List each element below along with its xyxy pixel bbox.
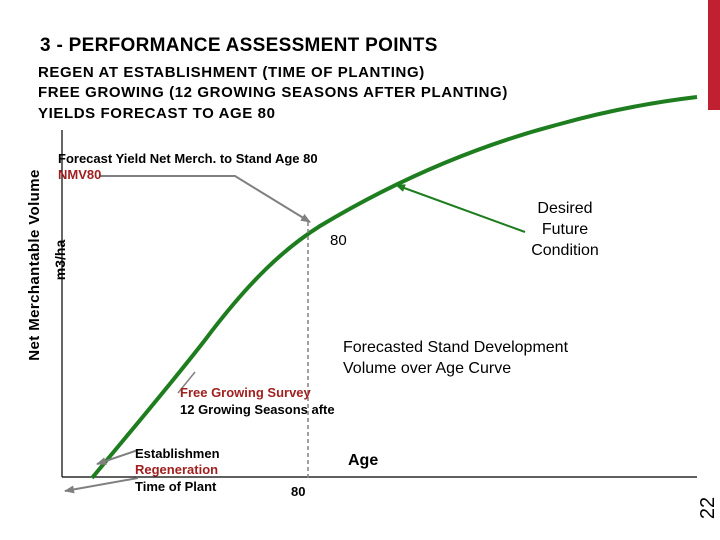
establishment-arrow-upper bbox=[96, 449, 139, 465]
stand-development-line-1: Forecasted Stand Development bbox=[343, 339, 569, 356]
nmv80-label: NMV80 bbox=[58, 167, 102, 182]
establishment-arrow-lower bbox=[64, 477, 139, 494]
desired-future-condition-label: Desired Future Condition bbox=[520, 198, 610, 261]
dfc-line-2: Future bbox=[541, 221, 589, 238]
y-axis-label: Net Merchantable Volume bbox=[26, 169, 43, 361]
header-line-yields: YIELDS FORECAST TO AGE 80 bbox=[38, 105, 276, 122]
age-80-point-label: 80 bbox=[330, 232, 347, 249]
stand-development-line-2: Volume over Age Curve bbox=[343, 360, 512, 377]
dfc-line-3: Condition bbox=[531, 242, 599, 259]
stand-development-label: Forecasted Stand Development Volume over… bbox=[343, 337, 568, 379]
forecast-yield-label: Forecast Yield Net Merch. to Stand Age 8… bbox=[58, 151, 318, 166]
free-growing-survey-label: Free Growing Survey bbox=[180, 385, 311, 400]
x-tick-80: 80 bbox=[291, 484, 306, 499]
free-growing-arrow bbox=[177, 371, 196, 394]
establishment-label-line-3: Time of Plant bbox=[135, 479, 217, 494]
forecast-yield-leader-arrow bbox=[100, 175, 311, 223]
dfc-line-1: Desired bbox=[537, 200, 593, 217]
growing-seasons-label: 12 Growing Seasons afte bbox=[180, 402, 335, 417]
establishment-label-line-1: Establishmen bbox=[135, 446, 220, 461]
volume-age-curve bbox=[90, 95, 698, 480]
desired-future-condition-arrow bbox=[395, 184, 526, 233]
x-axis-label: Age bbox=[348, 452, 379, 469]
accent-bar bbox=[708, 0, 720, 110]
header-line-regen: REGEN AT ESTABLISHMENT (TIME OF PLANTING… bbox=[38, 64, 425, 81]
y-axis-unit-label: m3/ha bbox=[52, 239, 68, 281]
header-line-free-growing: FREE GROWING (12 GROWING SEASONS AFTER P… bbox=[38, 84, 508, 101]
establishment-label-line-2: Regeneration bbox=[135, 462, 219, 477]
slide-title: 3 - PERFORMANCE ASSESSMENT POINTS bbox=[40, 35, 438, 56]
